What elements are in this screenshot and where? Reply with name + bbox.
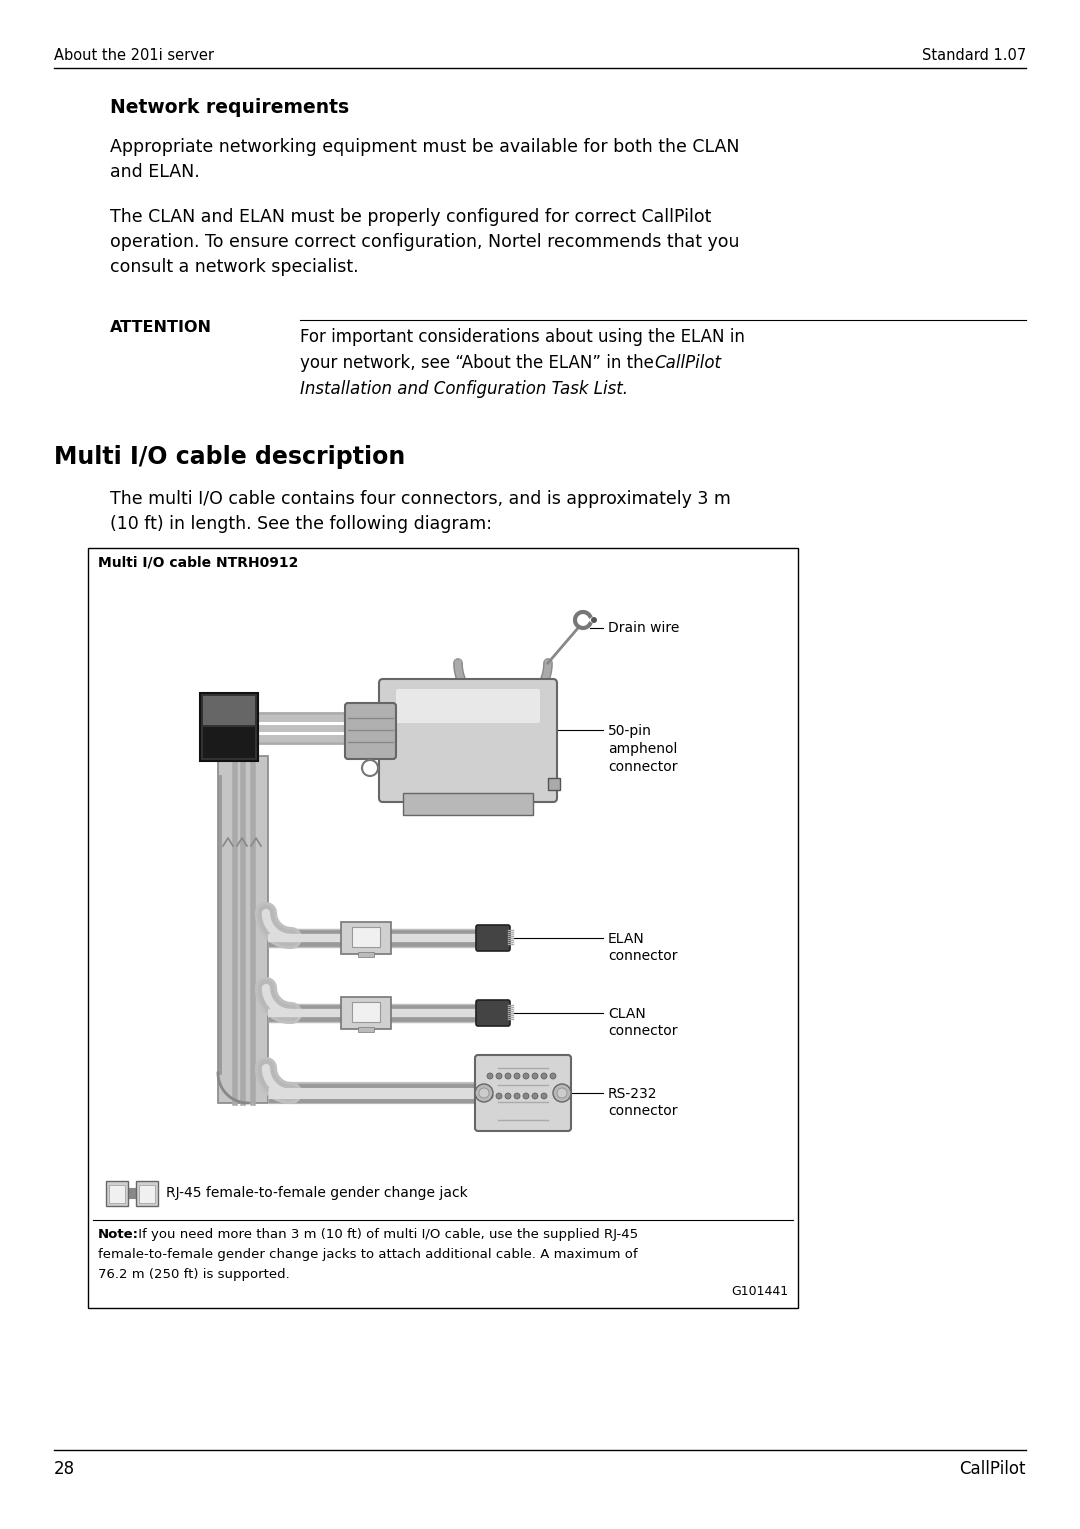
Text: 76.2 m (250 ft) is supported.: 76.2 m (250 ft) is supported. (98, 1268, 289, 1281)
Bar (352, 927, 380, 946)
Text: connector: connector (608, 950, 677, 963)
Circle shape (523, 1073, 529, 1079)
Circle shape (487, 1073, 492, 1079)
Bar (139, 1185, 156, 1203)
Bar (357, 1027, 374, 1032)
Text: connector: connector (608, 760, 677, 774)
Circle shape (505, 1073, 511, 1079)
Circle shape (557, 1089, 567, 1098)
Circle shape (523, 1093, 529, 1099)
Circle shape (475, 1084, 492, 1102)
Bar (548, 778, 561, 790)
FancyBboxPatch shape (476, 1000, 510, 1026)
Bar (136, 1180, 158, 1206)
Text: Installation and Configuration Task List.: Installation and Configuration Task List… (300, 381, 627, 398)
Text: ATTENTION: ATTENTION (110, 320, 212, 335)
Bar (200, 693, 258, 761)
Text: RJ-45 female-to-female gender change jack: RJ-45 female-to-female gender change jac… (166, 1187, 468, 1200)
Circle shape (514, 1073, 519, 1079)
Text: For important considerations about using the ELAN in: For important considerations about using… (300, 329, 745, 346)
Circle shape (480, 1089, 489, 1098)
Bar (109, 1185, 125, 1203)
Text: 50-pin: 50-pin (608, 725, 652, 739)
Text: amphenol: amphenol (608, 742, 677, 755)
Text: Network requirements: Network requirements (110, 98, 349, 118)
Text: CLAN: CLAN (608, 1008, 646, 1021)
Bar (203, 726, 255, 758)
Text: ELAN: ELAN (608, 933, 645, 946)
Text: The CLAN and ELAN must be properly configured for correct CallPilot: The CLAN and ELAN must be properly confi… (110, 208, 712, 226)
Text: and ELAN.: and ELAN. (110, 164, 200, 180)
Text: connector: connector (608, 1024, 677, 1038)
FancyBboxPatch shape (475, 1055, 571, 1131)
Text: The multi I/O cable contains four connectors, and is approximately 3 m: The multi I/O cable contains four connec… (110, 489, 731, 508)
Text: Appropriate networking equipment must be available for both the CLAN: Appropriate networking equipment must be… (110, 138, 740, 156)
Circle shape (550, 1073, 556, 1079)
Text: RS-232: RS-232 (608, 1087, 658, 1101)
Text: Note:: Note: (98, 1228, 139, 1242)
FancyBboxPatch shape (345, 703, 396, 758)
Text: If you need more than 3 m (10 ft) of multi I/O cable, use the supplied RJ-45: If you need more than 3 m (10 ft) of mul… (134, 1228, 638, 1242)
Circle shape (487, 1093, 492, 1099)
Text: CallPilot: CallPilot (654, 355, 721, 372)
Circle shape (553, 1084, 571, 1102)
Bar (403, 794, 534, 815)
Bar (352, 1001, 380, 1021)
Circle shape (505, 1093, 511, 1099)
Bar (341, 997, 391, 1029)
Bar (218, 755, 268, 1102)
Text: Drain wire: Drain wire (608, 621, 679, 635)
Circle shape (591, 618, 597, 622)
Bar (87, 547, 798, 1307)
Text: (10 ft) in length. See the following diagram:: (10 ft) in length. See the following dia… (110, 515, 492, 534)
Text: Standard 1.07: Standard 1.07 (921, 47, 1026, 63)
FancyBboxPatch shape (476, 925, 510, 951)
Text: your network, see “About the ELAN” in the: your network, see “About the ELAN” in th… (300, 355, 659, 372)
Circle shape (532, 1093, 538, 1099)
Bar (106, 1180, 129, 1206)
Text: CallPilot: CallPilot (959, 1460, 1026, 1479)
FancyBboxPatch shape (396, 690, 540, 723)
Circle shape (541, 1093, 546, 1099)
Text: consult a network specialist.: consult a network specialist. (110, 258, 359, 277)
Circle shape (541, 1073, 546, 1079)
Circle shape (514, 1093, 519, 1099)
Bar (341, 922, 391, 954)
Circle shape (532, 1073, 538, 1079)
FancyBboxPatch shape (379, 679, 557, 803)
Bar (357, 953, 374, 957)
Text: Multi I/O cable NTRH0912: Multi I/O cable NTRH0912 (98, 557, 298, 570)
Text: G101441: G101441 (731, 1284, 788, 1298)
Circle shape (496, 1073, 502, 1079)
Text: operation. To ensure correct configuration, Nortel recommends that you: operation. To ensure correct configurati… (110, 232, 740, 251)
Text: 28: 28 (54, 1460, 76, 1479)
Text: About the 201i server: About the 201i server (54, 47, 214, 63)
Bar (203, 696, 255, 725)
Circle shape (496, 1093, 502, 1099)
Text: Multi I/O cable description: Multi I/O cable description (54, 445, 405, 469)
Text: female-to-female gender change jacks to attach additional cable. A maximum of: female-to-female gender change jacks to … (98, 1248, 637, 1261)
Text: connector: connector (608, 1104, 677, 1118)
